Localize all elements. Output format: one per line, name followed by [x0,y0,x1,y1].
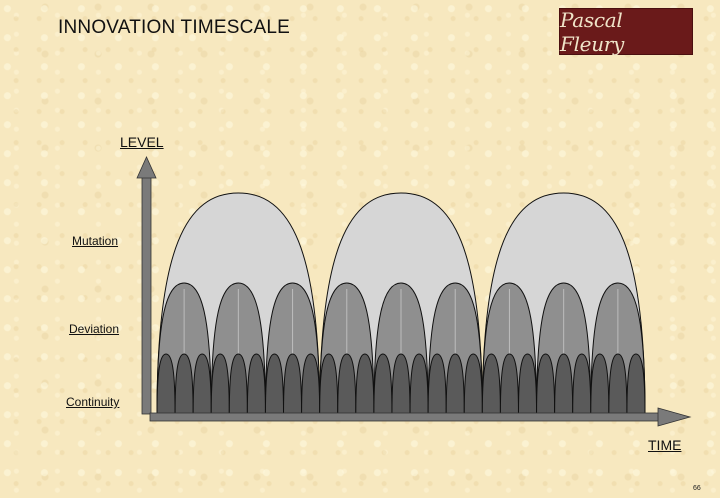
continuity-arch [626,353,646,415]
continuity-arch [590,353,610,415]
continuity-arch [427,353,447,415]
continuity-arch [373,353,393,415]
continuity-arch [481,353,501,415]
level-label-continuity: Continuity [66,395,120,409]
signature-logo: Pascal Fleury [559,7,693,56]
continuity-arch [174,353,194,415]
continuity-arch [355,353,375,415]
continuity-arch [192,353,212,415]
continuity-arch [156,353,176,415]
continuity-arch [319,353,339,415]
continuity-arch [499,353,519,415]
continuity-arch [554,353,574,415]
x-axis-label: TIME [648,437,682,453]
level-label-mutation: Mutation [72,234,119,248]
continuity-arch [409,353,429,415]
logo-signature-text: Pascal Fleury [560,7,625,56]
continuity-arch [463,353,483,415]
continuity-arch [301,353,321,415]
continuity-arch [210,353,230,415]
continuity-arch [283,353,303,415]
page-number: 66 [693,485,701,492]
slide-title: INNOVATION TIMESCALE [58,17,291,38]
continuity-arch [517,353,538,415]
x-axis-shaft [149,412,661,422]
arches-continuity [156,353,646,415]
continuity-arch [337,353,357,415]
level-label-deviation: Deviation [69,322,120,336]
continuity-arch [536,353,556,415]
x-axis-arrowhead [657,407,692,427]
y-axis-label: LEVEL [120,134,164,150]
continuity-arch [572,353,592,415]
continuity-arch [228,353,248,415]
continuity-arch [246,353,266,415]
y-axis-arrowhead [136,156,157,179]
continuity-arch [391,353,411,415]
continuity-arch [445,353,465,415]
continuity-arch [264,353,285,415]
y-axis-shaft [141,175,152,415]
continuity-arch [608,353,628,415]
